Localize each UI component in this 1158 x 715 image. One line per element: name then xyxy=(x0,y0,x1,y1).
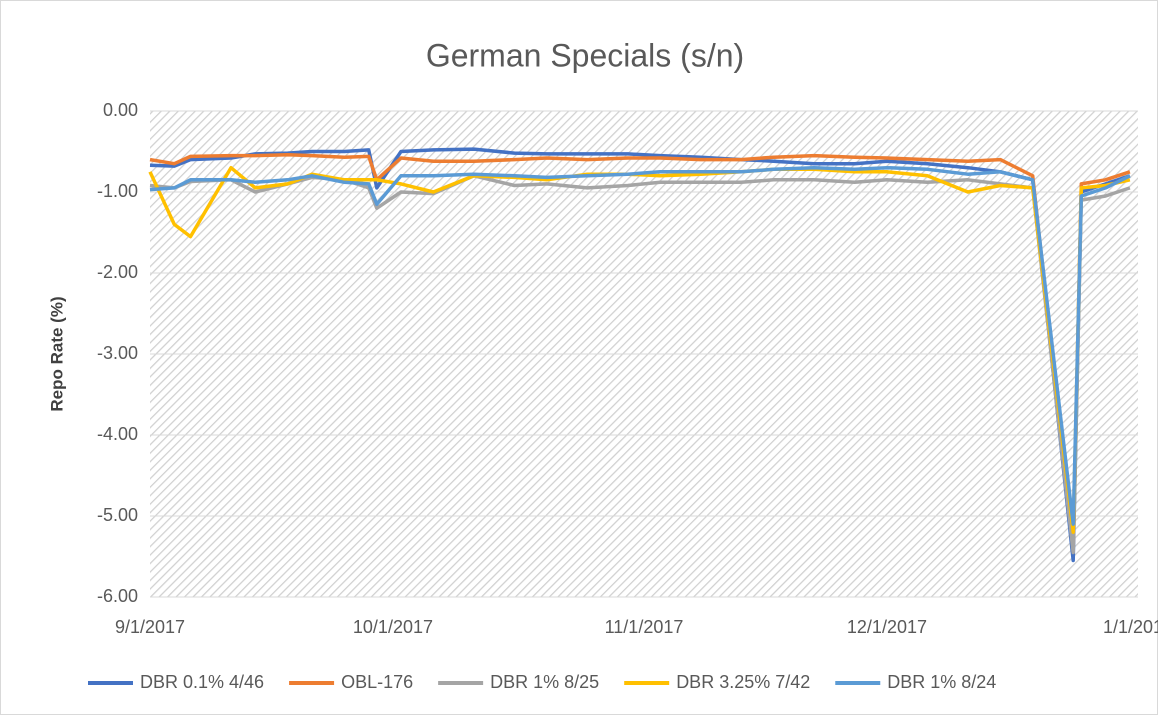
chart-title: German Specials (s/n) xyxy=(426,37,744,73)
y-tick-label: -4.00 xyxy=(97,424,138,444)
y-tick-label: -1.00 xyxy=(97,181,138,201)
x-tick-label: 11/1/2017 xyxy=(605,617,684,637)
legend-label: DBR 1% 8/24 xyxy=(887,672,996,692)
legend-label: OBL-176 xyxy=(341,672,413,692)
y-axis-label: Repo Rate (%) xyxy=(47,296,66,411)
x-tick-label: 1/1/2018 xyxy=(1103,617,1158,637)
series-line xyxy=(149,152,1131,551)
y-tick-label: -5.00 xyxy=(97,505,138,525)
y-tick-label: 0.00 xyxy=(103,100,138,120)
legend-label: DBR 1% 8/25 xyxy=(490,672,599,692)
x-tick-label: 12/1/2017 xyxy=(847,617,927,637)
legend-label: DBR 0.1% 4/46 xyxy=(140,672,264,692)
x-tick-label: 9/1/2017 xyxy=(115,617,185,637)
series-line xyxy=(149,165,1131,526)
x-tick-label: 10/1/2017 xyxy=(353,617,433,637)
y-tick-label: -3.00 xyxy=(97,343,138,363)
legend-label: DBR 3.25% 7/42 xyxy=(676,672,810,692)
y-tick-label: -6.00 xyxy=(97,586,138,606)
y-tick-label: -2.00 xyxy=(97,262,138,282)
